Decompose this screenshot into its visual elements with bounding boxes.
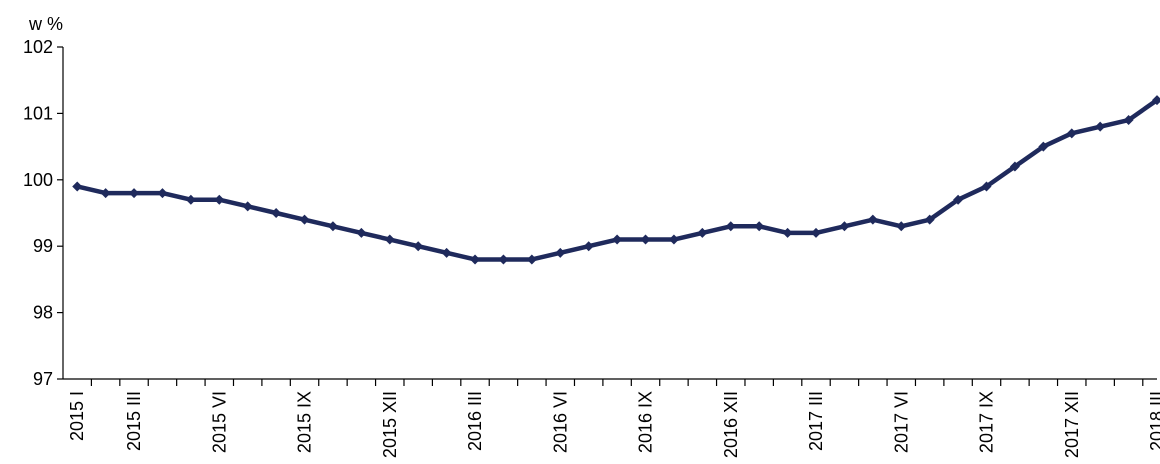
data-point: [470, 254, 481, 265]
data-point: [214, 194, 225, 205]
data-point: [981, 181, 992, 192]
data-point: [953, 194, 964, 205]
series-group: [72, 95, 1160, 265]
y-unit-label: w %: [28, 14, 63, 34]
x-tick-label: 2016 IX: [636, 391, 656, 453]
data-point: [1152, 95, 1160, 106]
data-point: [185, 194, 196, 205]
data-point: [242, 201, 253, 212]
y-tick-label: 102: [23, 37, 53, 57]
data-point: [1066, 128, 1077, 139]
data-point: [100, 188, 111, 199]
data-point: [1038, 141, 1049, 152]
x-tick-label: 2017 IX: [977, 391, 997, 453]
x-tick-label: 2017 III: [806, 391, 826, 451]
y-axis-ticks: 97 98 99 100 101 102: [23, 37, 63, 389]
data-point: [867, 214, 878, 225]
data-point: [555, 247, 566, 258]
x-tick-label: 2018 III: [1147, 391, 1160, 451]
data-point: [896, 221, 907, 232]
data-point: [924, 214, 935, 225]
data-point: [498, 254, 509, 265]
data-point: [583, 241, 594, 252]
x-axis-ticks: 2015 I 2015 III 2015 VI 2015 IX 2015 XII 2016…: [67, 379, 1160, 458]
data-point: [413, 241, 424, 252]
data-point: [839, 221, 850, 232]
data-point: [1123, 115, 1134, 126]
x-tick-label: 2016 XII: [721, 391, 741, 458]
data-point: [782, 227, 793, 238]
data-point: [72, 181, 83, 192]
y-tick-label: 97: [33, 369, 53, 389]
x-tick-label: 2015 VI: [209, 391, 229, 453]
data-point: [157, 188, 168, 199]
y-tick-label: 98: [33, 303, 53, 323]
data-point: [526, 254, 537, 265]
data-point: [441, 247, 452, 258]
x-tick-label: 2015 XII: [380, 391, 400, 458]
data-point: [697, 227, 708, 238]
x-tick-label: 2015 I: [67, 391, 87, 441]
data-point: [1095, 121, 1106, 132]
x-tick-label: 2015 III: [124, 391, 144, 451]
data-point: [640, 234, 651, 245]
data-point: [811, 227, 822, 238]
y-tick-label: 100: [23, 170, 53, 190]
x-tick-label: 2017 VI: [891, 391, 911, 453]
data-point: [271, 208, 282, 218]
x-tick-label: 2015 IX: [295, 391, 315, 453]
data-point: [129, 188, 140, 199]
data-point: [668, 234, 679, 245]
x-tick-label: 2017 XII: [1062, 391, 1082, 458]
data-point: [384, 234, 395, 245]
axes: [62, 47, 1157, 380]
y-tick-label: 99: [33, 236, 53, 256]
data-point: [725, 221, 736, 232]
x-tick-label: 2016 VI: [550, 391, 570, 453]
data-point: [754, 221, 765, 232]
data-point: [299, 214, 310, 225]
x-tick-label: 2016 III: [465, 391, 485, 451]
data-point: [356, 227, 367, 238]
data-point: [1009, 161, 1020, 172]
data-point: [327, 221, 338, 232]
y-tick-label: 101: [23, 103, 53, 123]
data-point: [612, 234, 623, 245]
